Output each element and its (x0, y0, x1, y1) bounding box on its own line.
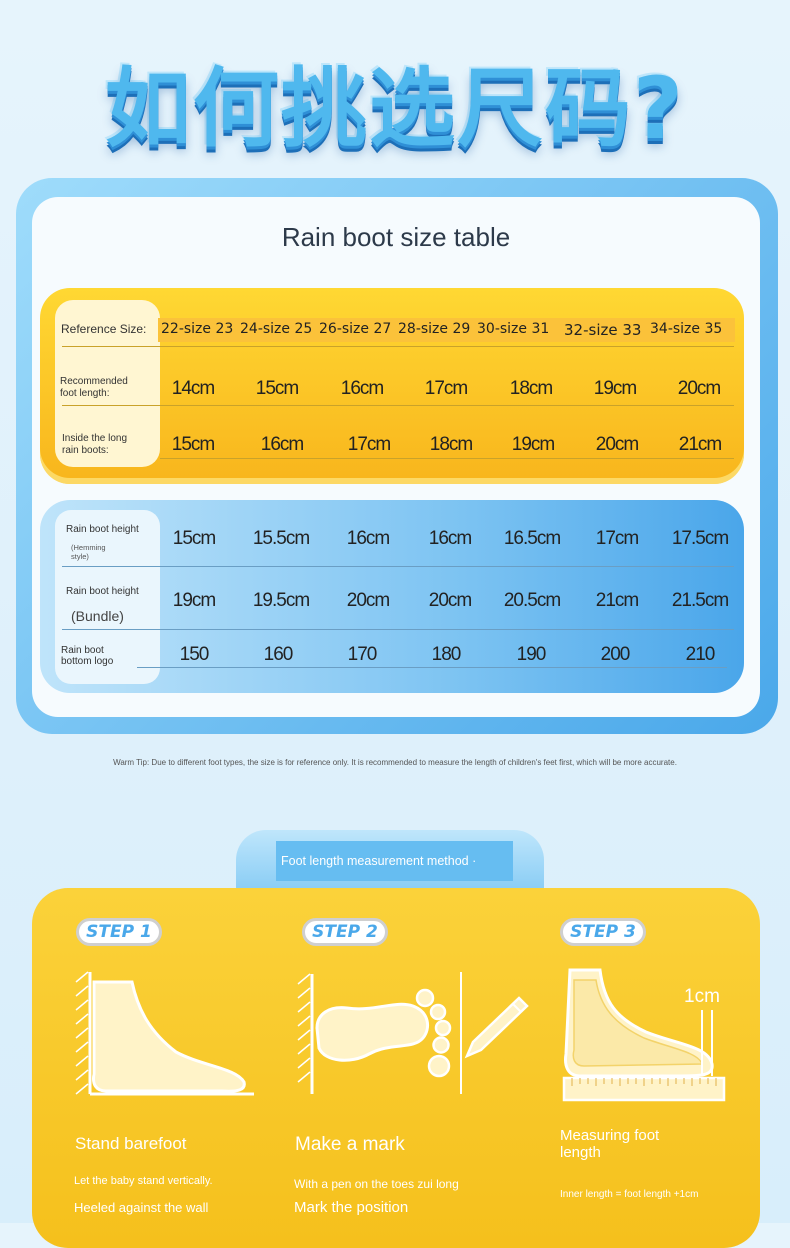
height-hem-cell: 15.5cm (252, 528, 310, 549)
inner-length-label-2: rain boots: (62, 445, 109, 456)
reference-size: 34-size 35 (650, 321, 723, 337)
logo-cell: 190 (516, 644, 547, 665)
logo-label-2: bottom logo (61, 656, 114, 667)
row-divider (62, 405, 734, 406)
step-1-desc: Let the baby stand vertically. (74, 1175, 213, 1187)
page-title: 如何挑选尺码? (105, 59, 685, 159)
logo-cell: 210 (685, 644, 716, 665)
foot-length-cell: 14cm (171, 378, 215, 399)
height-bundle-cell: 20.5cm (503, 590, 561, 611)
step-1-desc-2: Heeled against the wall (74, 1200, 209, 1215)
foot-length-label-2: foot length: (60, 388, 110, 399)
inner-length-cell: 20cm (595, 434, 639, 455)
height-hem-sublabel: (Hemming (71, 543, 106, 552)
inner-length-cell: 18cm (429, 434, 473, 455)
inner-length-cell: 19cm (511, 434, 555, 455)
step-3-title: Measuring foot (560, 1127, 660, 1144)
step-2-title: Make a mark (295, 1134, 405, 1155)
logo-cell: 200 (600, 644, 631, 665)
row-divider (62, 629, 734, 630)
height-hem-cell: 17cm (595, 528, 639, 549)
one-cm-annotation: 1cm (684, 986, 720, 1007)
height-bundle-cell: 20cm (346, 590, 390, 611)
row-divider (62, 566, 734, 567)
row-divider (160, 458, 734, 459)
step-3-desc: Inner length = foot length +1cm (560, 1189, 699, 1200)
logo-cell: 180 (431, 644, 462, 665)
foot-length-cell: 19cm (593, 378, 637, 399)
height-hem-cell: 16cm (346, 528, 390, 549)
step-2-desc: With a pen on the toes zui long (294, 1177, 459, 1191)
reference-size: 24-size 25 (240, 321, 313, 337)
height-bundle-label: Rain boot height (66, 586, 139, 597)
height-hem-label: Rain boot height (66, 524, 139, 535)
foot-length-cell: 16cm (340, 378, 384, 399)
height-hem-cell: 16cm (428, 528, 472, 549)
inner-length-cell: 17cm (347, 434, 391, 455)
foot-length-cell: 15cm (255, 378, 299, 399)
inner-length-cell: 21cm (678, 434, 722, 455)
step-2-desc-2: Mark the position (294, 1199, 409, 1216)
inner-length-cell: 16cm (260, 434, 304, 455)
barefoot-wall-icon (75, 971, 254, 1096)
foot-length-cell: 20cm (677, 378, 721, 399)
height-hem-cell: 15cm (172, 528, 216, 549)
height-hem-cell: 16.5cm (503, 528, 561, 549)
step-1-badge: STEP 1 (76, 918, 162, 946)
foot-length-cell: 17cm (424, 378, 468, 399)
height-bundle-sublabel: (Bundle) (71, 608, 124, 624)
method-title: Foot length measurement method · (276, 841, 513, 881)
height-hem-cell: 17.5cm (671, 528, 729, 549)
size-table-title: Rain boot size table (281, 222, 511, 252)
logo-cell: 150 (179, 644, 210, 665)
height-hem-sublabel-2: style) (71, 552, 89, 561)
reference-size: 22-size 23 (161, 321, 234, 337)
label-column-yellow (55, 300, 160, 467)
foot-length-cell: 18cm (509, 378, 553, 399)
logo-cell: 170 (347, 644, 378, 665)
logo-label: Rain boot (61, 645, 104, 656)
reference-size-band (158, 318, 735, 342)
step-2-badge: STEP 2 (302, 918, 388, 946)
height-bundle-cell: 19cm (172, 590, 216, 611)
reference-size: 32-size 33 (564, 321, 642, 339)
inner-length-label: Inside the long (62, 433, 128, 444)
warm-tip: Warm Tip: Due to different foot types, t… (113, 758, 677, 767)
inner-length-cell: 15cm (171, 434, 215, 455)
reference-size-label: Reference Size: (61, 322, 147, 336)
reference-size: 26-size 27 (319, 321, 392, 337)
height-bundle-cell: 19.5cm (252, 590, 310, 611)
step-3-badge: STEP 3 (560, 918, 646, 946)
reference-size: 30-size 31 (477, 321, 550, 337)
height-bundle-cell: 21cm (595, 590, 639, 611)
step-1-title: Stand barefoot (75, 1134, 187, 1153)
row-divider (137, 667, 727, 668)
height-bundle-cell: 20cm (428, 590, 472, 611)
height-bundle-cell: 21.5cm (671, 590, 729, 611)
label-column-blue (55, 510, 160, 684)
reference-size: 28-size 29 (398, 321, 471, 337)
foot-mark-pen-icon (297, 972, 529, 1094)
foot-length-label: Recommended (60, 376, 128, 387)
step-3-title-2: length (560, 1144, 601, 1161)
foot-ruler-icon (562, 968, 726, 1102)
logo-cell: 160 (263, 644, 294, 665)
row-divider (62, 346, 734, 347)
